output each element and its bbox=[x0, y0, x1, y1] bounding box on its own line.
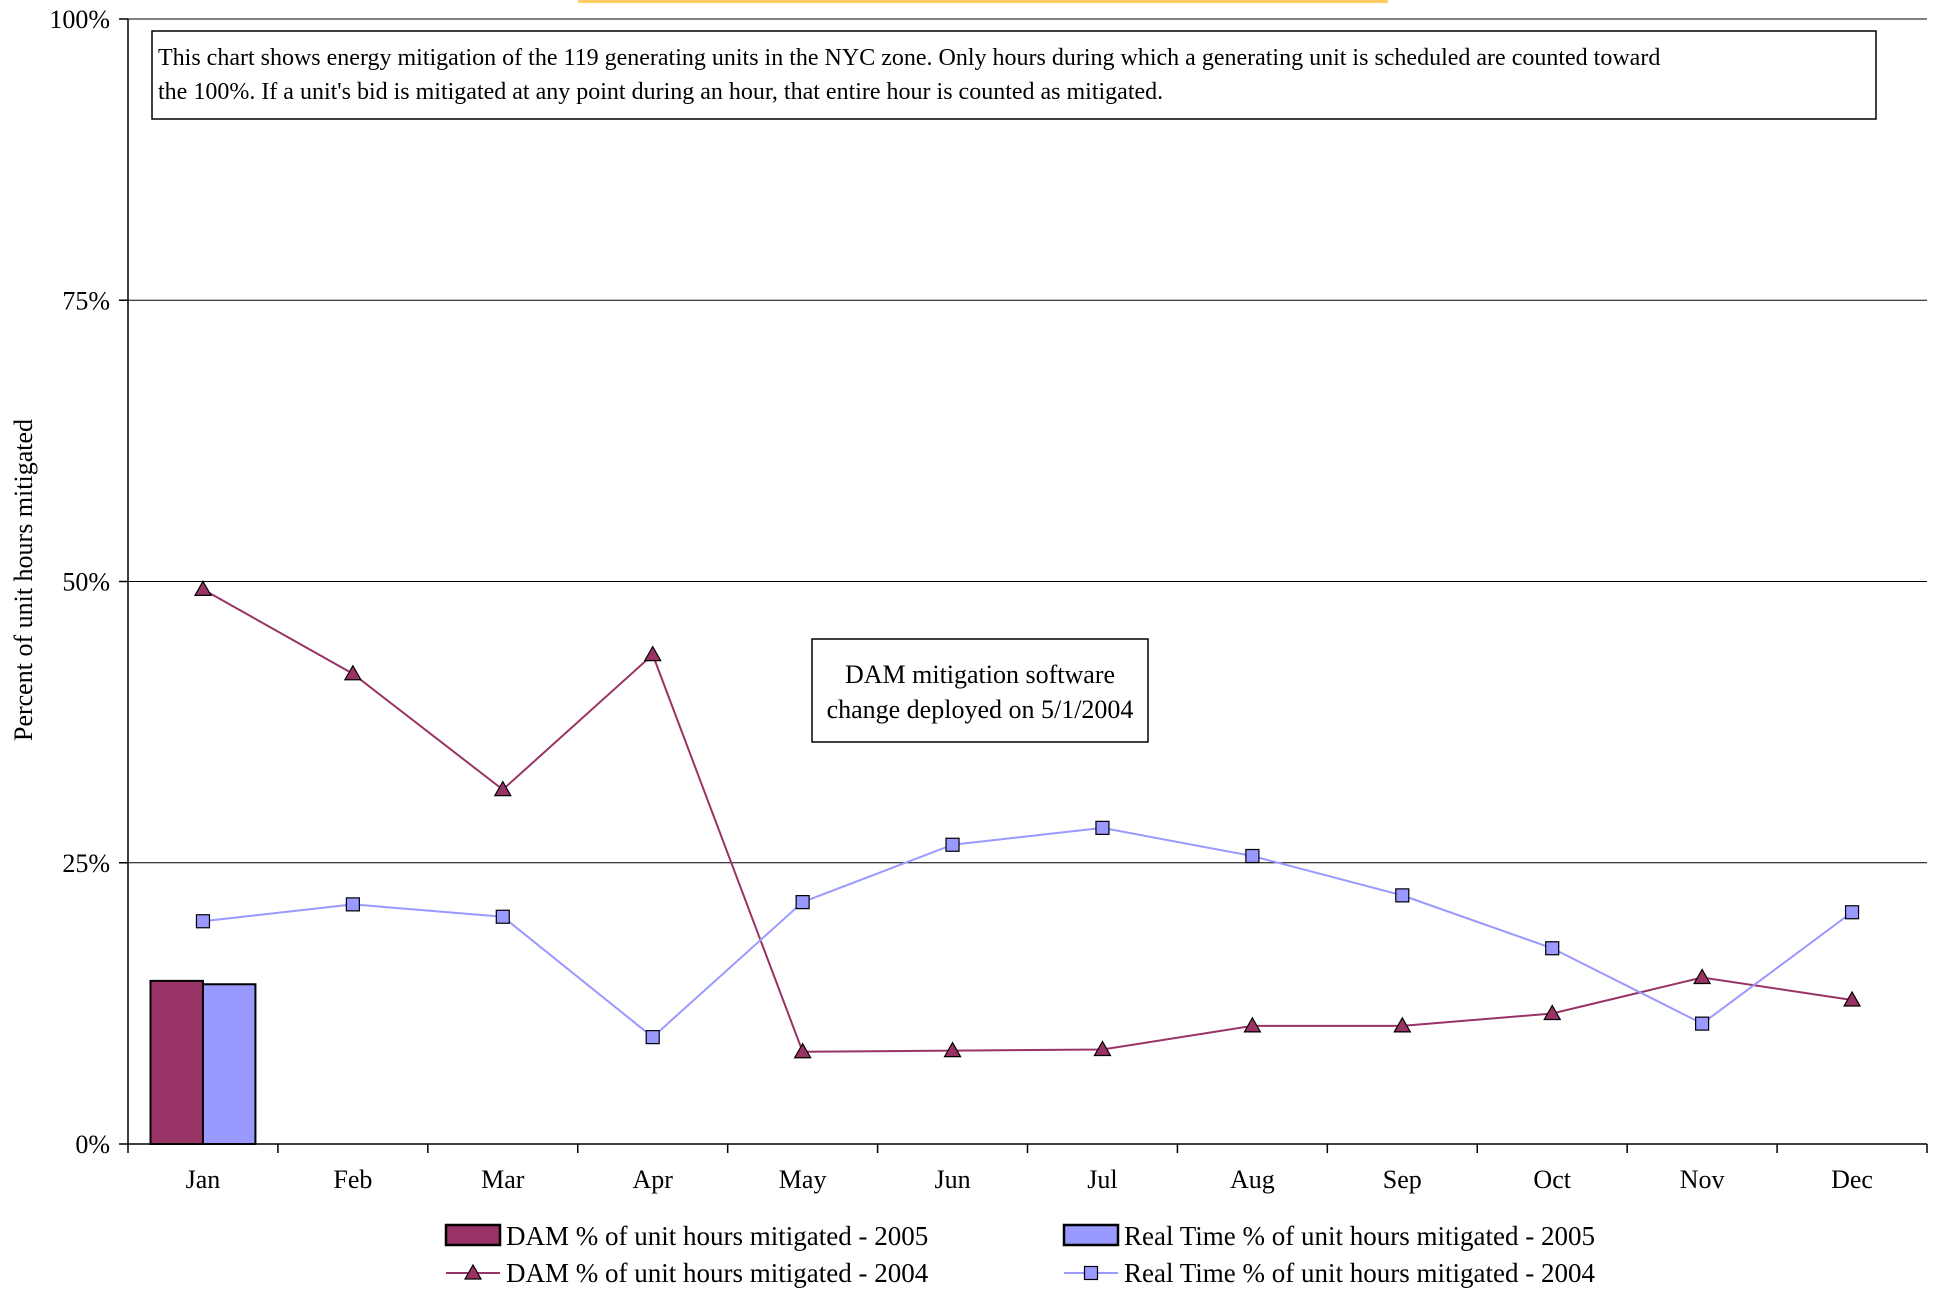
software-line-2: change deployed on 5/1/2004 bbox=[827, 695, 1134, 724]
square-marker bbox=[1083, 1265, 1099, 1281]
gridlines bbox=[128, 18, 1927, 864]
square-marker bbox=[1695, 1016, 1710, 1031]
x-tick-label: Sep bbox=[1383, 1165, 1422, 1194]
note-line-1: This chart shows energy mitigation of th… bbox=[158, 45, 1660, 71]
y-tick-label: 50% bbox=[62, 568, 110, 597]
legend: DAM % of unit hours mitigated - 2005 Real… bbox=[444, 1221, 1595, 1288]
lines bbox=[202, 588, 1853, 1053]
legend-swatch bbox=[444, 1223, 502, 1247]
bar bbox=[201, 983, 257, 1145]
x-tick-label: Jun bbox=[934, 1165, 970, 1194]
legend-label: Real Time % of unit hours mitigated - 20… bbox=[1124, 1221, 1595, 1251]
series-line bbox=[202, 588, 1853, 1053]
triangle-marker bbox=[343, 664, 362, 681]
square-marker bbox=[1844, 905, 1860, 920]
square-marker bbox=[795, 895, 810, 910]
square-marker bbox=[1095, 820, 1110, 835]
legend-label: Real Time % of unit hours mitigated - 20… bbox=[1124, 1258, 1595, 1288]
software-line-1: DAM mitigation software bbox=[845, 660, 1115, 689]
y-tick-label: 100% bbox=[49, 5, 110, 34]
triangle-marker bbox=[193, 580, 212, 596]
x-tick-label: Mar bbox=[481, 1165, 525, 1194]
legend-label: DAM % of unit hours mitigated - 2004 bbox=[506, 1258, 929, 1288]
triangle-marker bbox=[1693, 968, 1712, 985]
triangle-marker bbox=[1393, 1016, 1412, 1033]
square-marker bbox=[945, 837, 960, 852]
y-tick-label: 0% bbox=[75, 1130, 110, 1159]
square-marker bbox=[1545, 941, 1560, 956]
triangle-marker bbox=[1093, 1040, 1112, 1057]
triangle-marker bbox=[1543, 1004, 1562, 1021]
y-axis-title: Percent of unit hours mitigated bbox=[9, 419, 38, 741]
legend-swatch bbox=[1062, 1223, 1120, 1247]
x-tick-label: Jul bbox=[1087, 1165, 1117, 1194]
square-marker bbox=[195, 914, 211, 929]
x-axis-ticks: Jan Feb Mar Apr May Jun Jul Aug Sep Oct Nov Dec bbox=[127, 1144, 1928, 1194]
note-box bbox=[151, 30, 1877, 120]
triangle-marker bbox=[493, 780, 512, 797]
square-marker bbox=[645, 1030, 660, 1045]
y-tick-label: 75% bbox=[62, 286, 110, 315]
x-tick-label: Aug bbox=[1230, 1165, 1275, 1194]
bars bbox=[149, 979, 257, 1145]
triangle-marker bbox=[643, 645, 662, 662]
triangle-marker bbox=[943, 1041, 962, 1058]
x-tick-label: Dec bbox=[1831, 1165, 1873, 1194]
triangle-marker bbox=[463, 1263, 483, 1280]
square-marker bbox=[345, 897, 360, 912]
x-tick-label: Apr bbox=[632, 1165, 673, 1194]
square-marker bbox=[1245, 848, 1260, 864]
software-annotation: DAM mitigation software change deployed … bbox=[811, 638, 1149, 743]
note-line-2: the 100%. If a unit's bid is mitigated a… bbox=[158, 79, 1163, 105]
y-tick-label: 25% bbox=[62, 849, 110, 878]
note-annotation: This chart shows energy mitigation of th… bbox=[151, 30, 1877, 120]
x-tick-label: May bbox=[779, 1165, 827, 1194]
top-decorative-bar bbox=[578, 0, 1388, 3]
triangle-marker bbox=[1843, 990, 1862, 1007]
square-marker bbox=[495, 909, 510, 924]
bar bbox=[149, 979, 204, 1145]
x-tick-label: Feb bbox=[333, 1165, 372, 1194]
x-tick-label: Nov bbox=[1680, 1165, 1725, 1194]
software-box bbox=[811, 638, 1149, 743]
triangle-marker bbox=[1243, 1016, 1262, 1033]
y-axis-ticks: 0% 25% 50% 75% 100% bbox=[49, 5, 128, 1159]
series-line bbox=[202, 826, 1853, 1039]
markers bbox=[193, 580, 1862, 1059]
x-tick-label: Jan bbox=[186, 1165, 221, 1194]
legend-label: DAM % of unit hours mitigated - 2005 bbox=[506, 1221, 928, 1251]
triangle-marker bbox=[793, 1042, 812, 1059]
square-marker bbox=[1395, 888, 1410, 903]
x-tick-label: Oct bbox=[1533, 1165, 1571, 1194]
